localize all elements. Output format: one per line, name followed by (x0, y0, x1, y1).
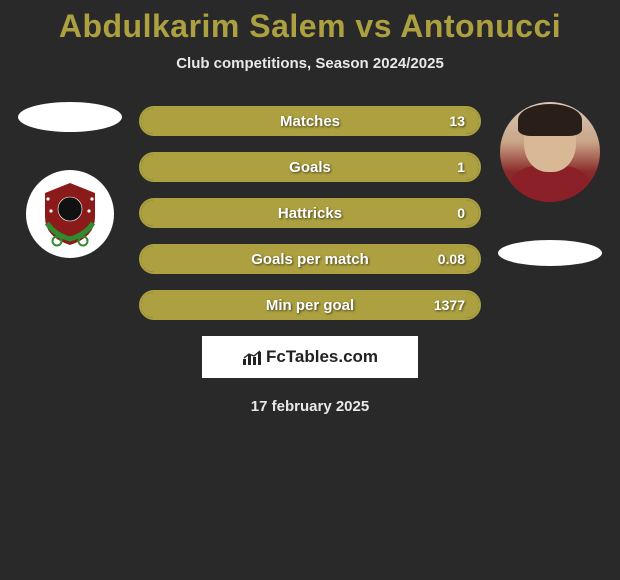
left-club-emblem (26, 170, 114, 258)
brand-text: FcTables.com (266, 347, 378, 367)
page-title: Abdulkarim Salem vs Antonucci (0, 0, 620, 45)
right-player-avatar (500, 102, 600, 202)
comparison-content: Matches13 Goals1 Hattricks0 Goals per match… (0, 102, 620, 320)
right-club-emblem-placeholder (498, 240, 602, 266)
stat-bar: Hattricks0 (139, 198, 481, 228)
bar-value-right: 0 (457, 200, 465, 226)
club-crest-icon (35, 179, 105, 249)
bar-label: Matches (141, 108, 479, 134)
bar-label: Min per goal (141, 292, 479, 318)
bar-label: Goals (141, 154, 479, 180)
bar-value-right: 1377 (434, 292, 465, 318)
stat-bars: Matches13 Goals1 Hattricks0 Goals per match… (139, 102, 481, 320)
stat-bar: Goals1 (139, 152, 481, 182)
bar-value-right: 0.08 (438, 246, 465, 272)
subtitle: Club competitions, Season 2024/2025 (0, 55, 620, 72)
right-player-column (490, 102, 610, 266)
bar-value-right: 1 (457, 154, 465, 180)
bar-value-right: 13 (449, 108, 465, 134)
left-player-column (10, 102, 130, 258)
left-player-avatar-placeholder (18, 102, 122, 132)
stat-bar: Matches13 (139, 106, 481, 136)
bar-label: Hattricks (141, 200, 479, 226)
brand-badge: FcTables.com (202, 336, 418, 378)
bar-label: Goals per match (141, 246, 479, 272)
date-label: 17 february 2025 (0, 398, 620, 415)
brand-chart-icon (242, 349, 262, 365)
stat-bar: Goals per match0.08 (139, 244, 481, 274)
stat-bar: Min per goal1377 (139, 290, 481, 320)
